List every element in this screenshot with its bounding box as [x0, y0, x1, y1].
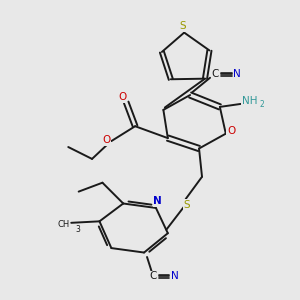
Text: N: N: [153, 196, 162, 206]
Text: CH: CH: [58, 220, 70, 229]
Text: N: N: [171, 271, 178, 281]
Text: 2: 2: [260, 100, 264, 109]
Text: S: S: [183, 200, 190, 210]
Text: NH: NH: [242, 96, 257, 106]
Text: 3: 3: [75, 225, 80, 234]
Text: O: O: [102, 135, 110, 145]
Text: C: C: [149, 271, 157, 281]
Text: O: O: [227, 126, 235, 136]
Text: S: S: [179, 21, 186, 31]
Text: C: C: [212, 69, 219, 79]
Text: N: N: [233, 69, 241, 79]
Text: O: O: [118, 92, 127, 102]
